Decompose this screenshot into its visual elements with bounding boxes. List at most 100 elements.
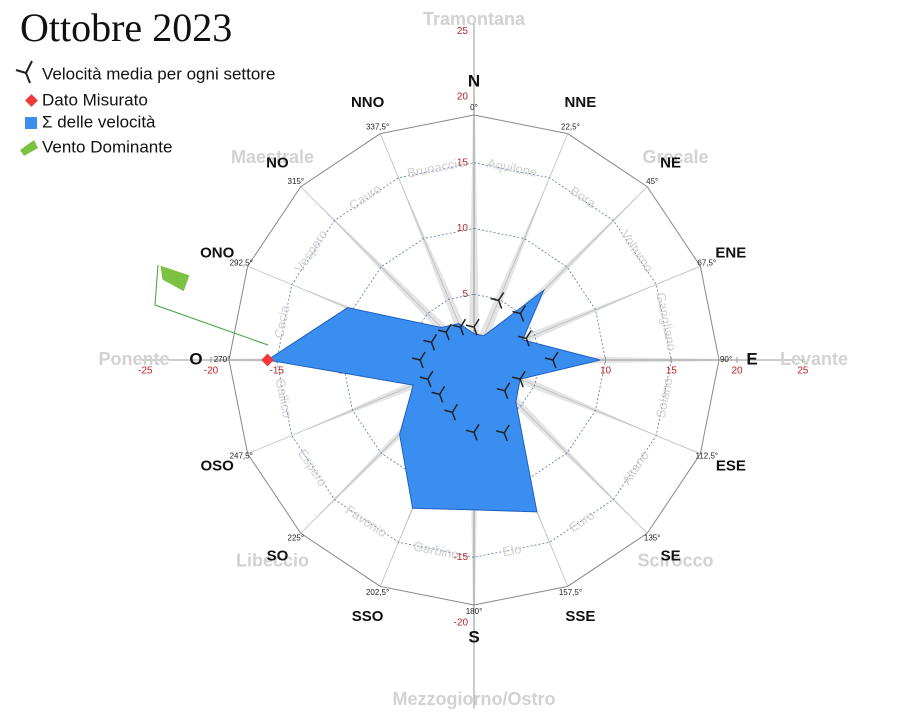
turbine-blade [519, 378, 524, 388]
mean-marker [512, 305, 527, 322]
mean-marker [465, 423, 480, 441]
x-tick-label: 25 [797, 366, 809, 377]
y-tick-label: 20 [457, 92, 469, 103]
turbine-blade [519, 305, 527, 314]
y-tick-label: 10 [457, 223, 469, 234]
turbine-blade [437, 329, 447, 333]
wind-name: Libeccio [236, 550, 309, 570]
turbine-blade [503, 424, 510, 434]
mean-marker [465, 318, 480, 336]
degree-label: 67,5° [697, 259, 716, 268]
direction-label: N [468, 71, 480, 90]
turbine-blade [498, 292, 505, 301]
wind-name: Levante [780, 349, 848, 369]
turbine-blade [503, 390, 509, 399]
grid-line [276, 162, 672, 558]
mean-marker [496, 382, 511, 399]
mean-marker [544, 351, 559, 369]
turbine-blade [544, 357, 554, 361]
mean-marker [419, 370, 434, 388]
y-tick-label: 15 [457, 157, 469, 168]
turbine-blade [411, 357, 421, 361]
direction-label: NO [266, 154, 289, 171]
turbine-blade [465, 429, 475, 434]
turbine-blade [452, 324, 461, 328]
mean-marker [490, 292, 505, 309]
legend-icon [25, 117, 37, 129]
turbine-blade [496, 387, 505, 392]
grid-line [342, 228, 606, 492]
x-tick-label: -20 [204, 366, 219, 377]
direction-label: ONO [200, 245, 235, 262]
turbine-blade [552, 359, 557, 369]
wind-sock [154, 264, 269, 346]
turbine-blade [430, 333, 438, 343]
turbine-blade [511, 376, 521, 380]
legend-label: Dato Misurato [42, 90, 148, 109]
turbine-blade [419, 359, 424, 369]
degree-label: 45° [646, 177, 658, 186]
turbine-blade [473, 423, 480, 433]
turbine-blade [459, 318, 467, 328]
turbine-blade [525, 329, 532, 339]
turbine-blade [445, 331, 450, 341]
direction-label: ENE [715, 245, 746, 262]
turbine-blade [444, 409, 453, 413]
wind-name: Tramontana [423, 9, 526, 29]
turbine-blade [438, 386, 446, 395]
mean-marker [511, 370, 526, 388]
x-tick-label: -25 [138, 366, 153, 377]
turbine-blade [451, 411, 457, 421]
direction-label: SO [267, 548, 289, 565]
x-tick-label: 20 [731, 366, 743, 377]
direction-label: SSO [352, 608, 384, 625]
mean-marker [423, 333, 438, 351]
mean-marker [518, 329, 532, 347]
mean-marker [411, 351, 426, 369]
degree-label: 270° [214, 355, 231, 364]
mean-marker [496, 424, 510, 442]
wind-name: Scirocco [638, 550, 714, 570]
turbine-blade [504, 382, 511, 392]
direction-label: ESE [716, 457, 746, 474]
degree-label: 225° [288, 533, 305, 542]
wind-name: Cecia [271, 303, 292, 339]
wind-name: Elo [501, 541, 522, 559]
turbine-blade [445, 323, 452, 333]
turbine-blade [427, 378, 432, 388]
direction-label: OSO [200, 457, 234, 474]
direction-label: SSE [565, 608, 595, 625]
degree-label: 180° [466, 607, 483, 616]
y-tick-label: -20 [454, 618, 469, 629]
turbine-blade [431, 391, 440, 396]
turbine-blade [419, 351, 426, 361]
mean-marker [437, 323, 452, 341]
wind-name: Ponente [98, 349, 169, 369]
legend-label: Vento Dominante [42, 137, 172, 156]
turbine-blade [427, 370, 434, 380]
direction-label: E [746, 349, 757, 368]
turbine-blade [512, 310, 521, 315]
turbine-blade [525, 338, 530, 347]
degree-label: 292,5° [230, 259, 253, 268]
spoke [473, 133, 569, 361]
turbine-blade [490, 297, 499, 302]
y-tick-label: 5 [462, 289, 468, 300]
degree-label: 157,5° [559, 588, 582, 597]
degree-label: 202,5° [366, 588, 389, 597]
degree-label: 247,5° [230, 452, 253, 461]
degree-label: 135° [644, 533, 661, 542]
turbine-blade [473, 326, 478, 336]
direction-label: NE [660, 154, 681, 171]
spoke [379, 133, 475, 361]
degree-label: 315° [288, 177, 305, 186]
y-tick-label: -15 [454, 552, 469, 563]
sum-area [266, 288, 601, 513]
turbine-blade [497, 300, 503, 309]
turbine-blade [465, 324, 475, 328]
wind-name: Mezzogiorno/Ostro [393, 689, 556, 709]
mean-marker [452, 318, 467, 336]
degree-label: 337,5° [366, 122, 389, 131]
turbine-blade [423, 339, 432, 344]
